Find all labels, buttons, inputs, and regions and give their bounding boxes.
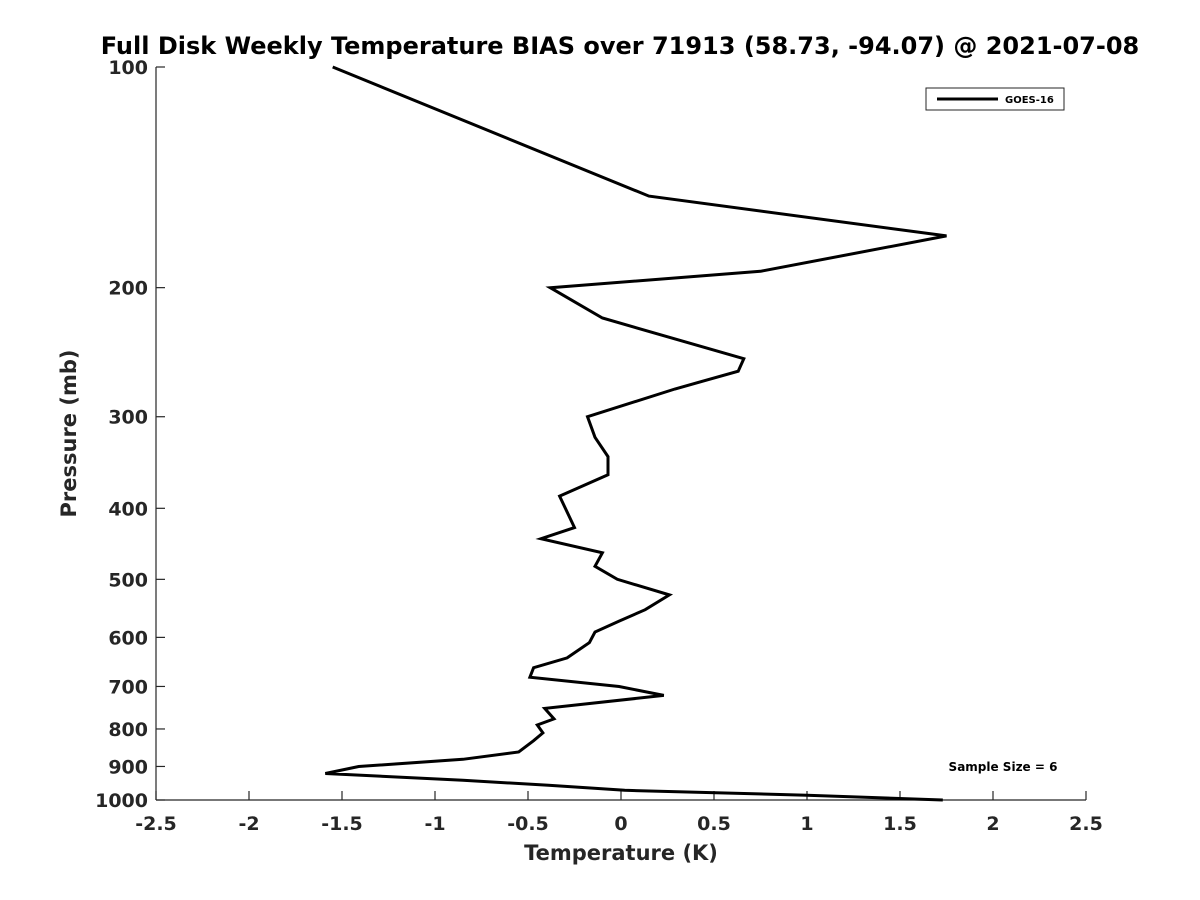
x-tick-label: 1 bbox=[800, 813, 813, 835]
y-tick-label: 800 bbox=[108, 719, 148, 741]
plot-axes bbox=[155, 67, 1086, 801]
y-axis-label: Pressure (mb) bbox=[57, 350, 81, 518]
x-tick-label: 0 bbox=[614, 813, 627, 835]
x-tick-label: 0.5 bbox=[697, 813, 731, 835]
x-axis-label: Temperature (K) bbox=[524, 841, 718, 865]
y-tick-label: 700 bbox=[108, 676, 148, 698]
x-tick-label: -1 bbox=[424, 813, 445, 835]
chart-title: Full Disk Weekly Temperature BIAS over 7… bbox=[101, 32, 1140, 60]
sample-size-annotation: Sample Size = 6 bbox=[949, 760, 1058, 774]
x-tick-label: -1.5 bbox=[321, 813, 363, 835]
x-tick-label: -2 bbox=[238, 813, 259, 835]
x-tick-label: -2.5 bbox=[135, 813, 177, 835]
y-tick-label: 500 bbox=[108, 569, 148, 591]
x-tick-label: 1.5 bbox=[883, 813, 917, 835]
y-tick-label: 200 bbox=[108, 278, 148, 300]
x-tick-label: 2.5 bbox=[1069, 813, 1103, 835]
y-tick-label: 300 bbox=[108, 407, 148, 429]
series-line-goes-16 bbox=[324, 65, 947, 802]
legend-label-goes-16: GOES-16 bbox=[1005, 95, 1054, 106]
y-tick-label: 100 bbox=[108, 57, 148, 79]
legend: GOES-16 bbox=[925, 87, 1065, 111]
y-axis-ticks: 100 200 300 400 500 600 700 800 900 1000 bbox=[95, 57, 165, 812]
x-tick-label: -0.5 bbox=[507, 813, 549, 835]
y-tick-label: 400 bbox=[108, 498, 148, 520]
y-tick-label: 600 bbox=[108, 627, 148, 649]
x-axis-ticks: -2.5 -2 -1.5 -1 -0.5 0 0.5 1 1.5 2 2.5 bbox=[135, 791, 1103, 835]
x-tick-label: 2 bbox=[986, 813, 999, 835]
series-layer bbox=[324, 65, 947, 802]
y-tick-label: 1000 bbox=[95, 790, 148, 812]
y-tick-label: 900 bbox=[108, 756, 148, 778]
